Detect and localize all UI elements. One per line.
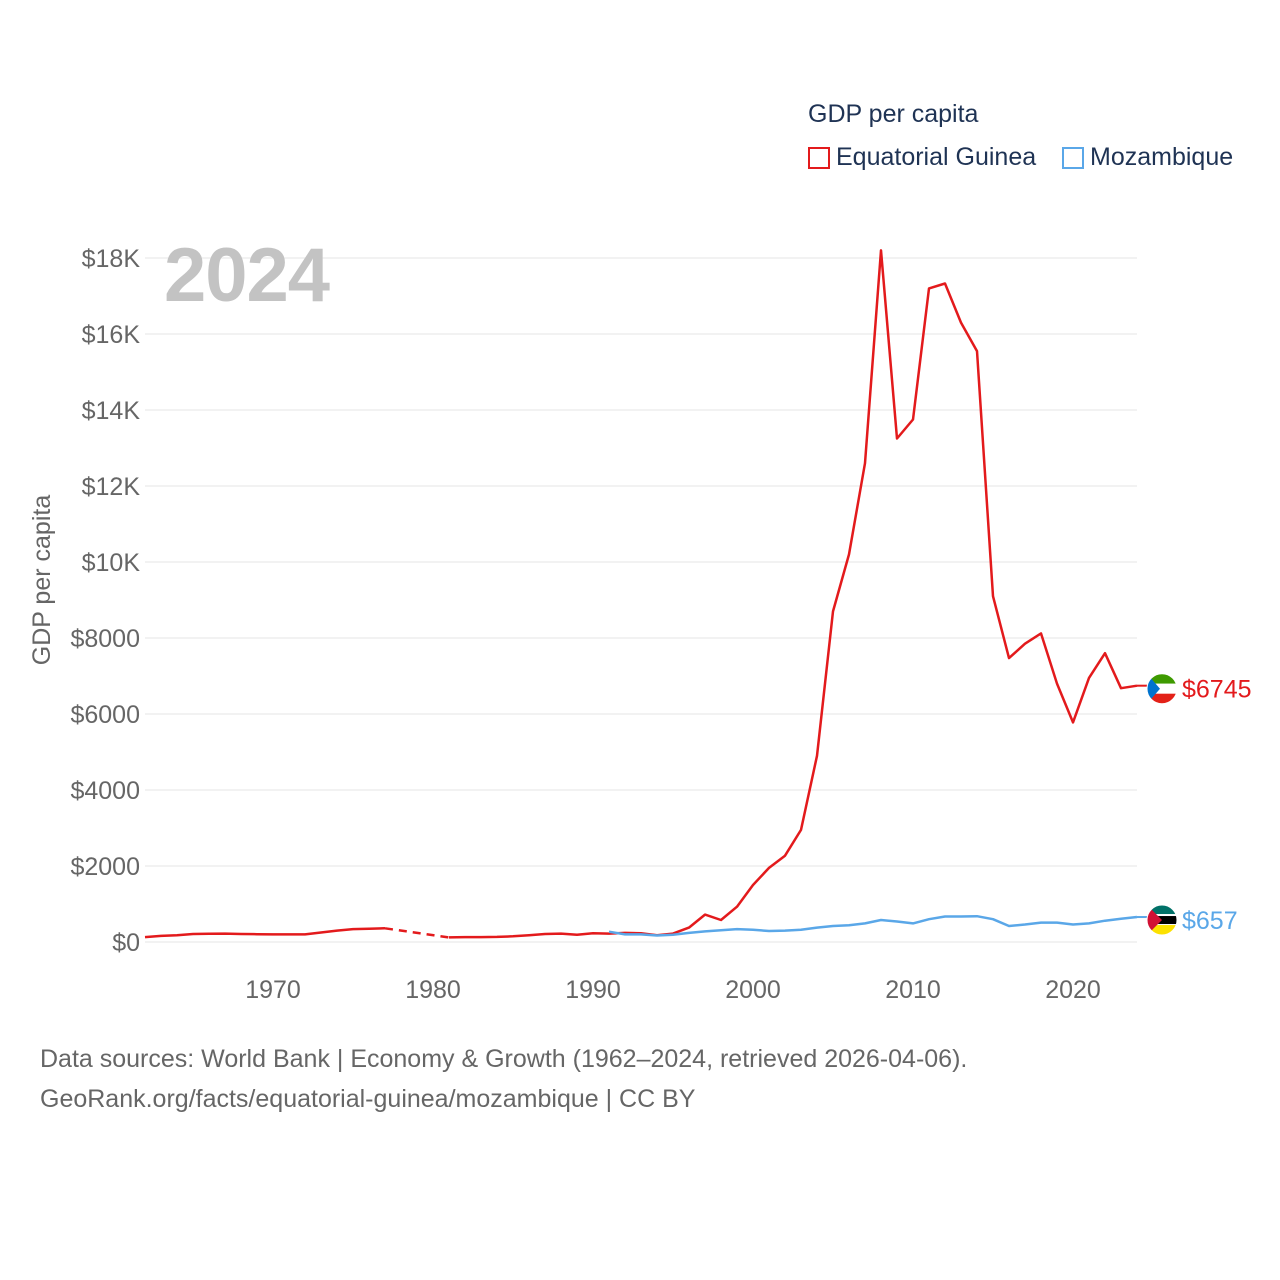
legend-label-mozambique: Mozambique xyxy=(1090,143,1234,171)
x-tick-label: 1990 xyxy=(565,976,621,1004)
x-tick-label: 2000 xyxy=(725,976,781,1004)
y-axis-ticks: $0 $2000 $4000 $6000 $8000 $10K $12K $14K $16K $1… xyxy=(70,245,140,957)
series-line-equatorial-guinea xyxy=(448,249,1138,939)
end-value-label-equatorial-guinea: $6745 xyxy=(1182,676,1252,704)
x-tick-label: 1970 xyxy=(245,976,301,1004)
x-tick-label: 2010 xyxy=(885,976,941,1004)
y-tick-label: $10K xyxy=(82,549,141,577)
y-tick-label: $16K xyxy=(82,321,141,349)
end-markers: $6745 $657 xyxy=(1137,673,1252,936)
y-tick-label: $6000 xyxy=(70,701,140,729)
y-tick-label: $14K xyxy=(82,397,141,425)
grid-lines xyxy=(145,257,1137,943)
year-badge: 2024 xyxy=(164,233,330,318)
legend-title: GDP per capita xyxy=(808,100,979,128)
footer-sources: Data sources: World Bank | Economy & Gro… xyxy=(40,1045,968,1073)
y-axis-label: GDP per capita xyxy=(28,495,56,666)
legend-swatch-mozambique xyxy=(1062,146,1084,169)
flag-icon-mozambique xyxy=(1146,904,1178,936)
x-tick-label: 2020 xyxy=(1045,976,1101,1004)
end-value-label-mozambique: $657 xyxy=(1182,907,1238,935)
y-tick-label: $12K xyxy=(82,473,141,501)
series-line-equatorial-guinea xyxy=(144,927,386,939)
footer-link[interactable]: GeoRank.org/facts/equatorial-guinea/moza… xyxy=(40,1085,696,1113)
flag-icon-equatorial-guinea xyxy=(1146,673,1178,705)
x-axis-ticks: 1970 1980 1990 2000 2010 2020 xyxy=(245,976,1101,1004)
y-tick-label: $0 xyxy=(112,929,140,957)
series-gap-equatorial-guinea xyxy=(384,927,450,939)
legend-item-mozambique[interactable]: Mozambique xyxy=(1062,143,1233,172)
legend-label-equatorial-guinea: Equatorial Guinea xyxy=(836,143,1037,171)
y-tick-label: $8000 xyxy=(70,625,140,653)
legend-item-equatorial-guinea[interactable]: Equatorial Guinea xyxy=(808,143,1036,172)
y-tick-label: $18K xyxy=(82,245,141,273)
legend-swatch-equatorial-guinea xyxy=(808,146,830,169)
series-lines[interactable] xyxy=(144,249,1138,939)
x-tick-label: 1980 xyxy=(405,976,461,1004)
y-tick-label: $4000 xyxy=(70,777,140,805)
series-line-mozambique xyxy=(608,914,1138,937)
y-tick-label: $2000 xyxy=(70,853,140,881)
